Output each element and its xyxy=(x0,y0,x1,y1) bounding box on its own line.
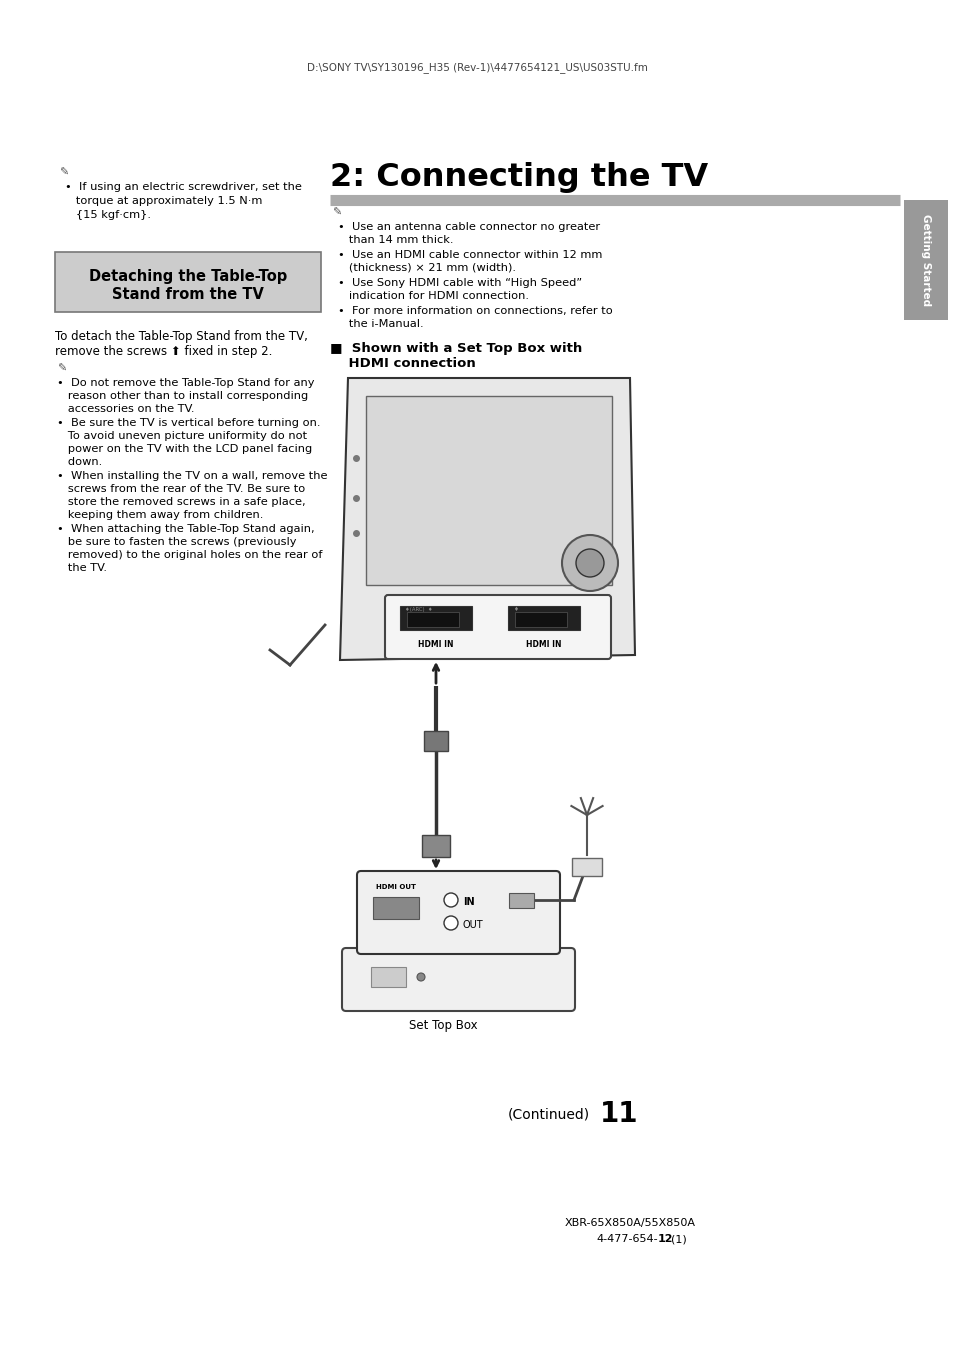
Text: the TV.: the TV. xyxy=(57,563,107,572)
Text: •  If using an electric screwdriver, set the: • If using an electric screwdriver, set … xyxy=(65,182,301,192)
Text: •  When attaching the Table-Top Stand again,: • When attaching the Table-Top Stand aga… xyxy=(57,524,314,535)
Circle shape xyxy=(443,892,457,907)
Text: screws from the rear of the TV. Be sure to: screws from the rear of the TV. Be sure … xyxy=(57,485,305,494)
Text: HDMI OUT: HDMI OUT xyxy=(375,884,416,890)
Text: (Continued): (Continued) xyxy=(507,1108,589,1122)
Circle shape xyxy=(576,549,603,576)
Bar xyxy=(423,730,448,751)
Text: torque at approximately 1.5 N·m: torque at approximately 1.5 N·m xyxy=(65,196,262,207)
FancyBboxPatch shape xyxy=(407,612,458,626)
Text: D:\SONY TV\SY130196_H35 (Rev-1)\4477654121_US\US03STU.fm: D:\SONY TV\SY130196_H35 (Rev-1)\44776541… xyxy=(306,62,647,73)
Text: {15 kgf·cm}.: {15 kgf·cm}. xyxy=(65,211,151,220)
Text: store the removed screws in a safe place,: store the removed screws in a safe place… xyxy=(57,497,305,508)
Text: •  Be sure the TV is vertical before turning on.: • Be sure the TV is vertical before turn… xyxy=(57,418,320,428)
Bar xyxy=(572,859,601,876)
Text: than 14 mm thick.: than 14 mm thick. xyxy=(337,235,453,244)
FancyBboxPatch shape xyxy=(385,595,610,659)
Bar xyxy=(373,896,418,919)
Text: ✎: ✎ xyxy=(57,364,67,374)
Text: HDMI IN: HDMI IN xyxy=(526,640,561,649)
Text: be sure to fasten the screws (previously: be sure to fasten the screws (previously xyxy=(57,537,296,547)
Text: ✎: ✎ xyxy=(59,167,69,178)
Bar xyxy=(507,606,579,630)
Text: ■  Shown with a Set Top Box with: ■ Shown with a Set Top Box with xyxy=(330,342,581,355)
Text: removed) to the original holes on the rear of: removed) to the original holes on the re… xyxy=(57,549,322,560)
Text: ♦: ♦ xyxy=(513,608,517,612)
Circle shape xyxy=(416,973,424,981)
Text: •  Do not remove the Table-Top Stand for any: • Do not remove the Table-Top Stand for … xyxy=(57,378,314,387)
Bar xyxy=(399,606,472,630)
Bar xyxy=(421,836,450,857)
Text: down.: down. xyxy=(57,458,102,467)
Text: Detaching the Table-Top: Detaching the Table-Top xyxy=(89,269,287,284)
Text: •  Use an HDMI cable connector within 12 mm: • Use an HDMI cable connector within 12 … xyxy=(337,250,601,261)
Text: Getting Started: Getting Started xyxy=(920,213,930,306)
Text: •  For more information on connections, refer to: • For more information on connections, r… xyxy=(337,306,612,316)
Text: reason other than to install corresponding: reason other than to install correspondi… xyxy=(57,392,308,401)
Text: 4-477-654-: 4-477-654- xyxy=(596,1234,657,1243)
FancyBboxPatch shape xyxy=(515,612,566,626)
Text: 12: 12 xyxy=(658,1234,673,1243)
Text: To detach the Table-Top Stand from the TV,: To detach the Table-Top Stand from the T… xyxy=(55,329,308,343)
Text: OUT: OUT xyxy=(462,919,483,930)
Text: HDMI connection: HDMI connection xyxy=(330,356,476,370)
FancyBboxPatch shape xyxy=(341,948,575,1011)
Text: indication for HDMI connection.: indication for HDMI connection. xyxy=(337,292,529,301)
Text: keeping them away from children.: keeping them away from children. xyxy=(57,510,263,520)
Text: •  Use Sony HDMI cable with “High Speed”: • Use Sony HDMI cable with “High Speed” xyxy=(337,278,581,288)
Circle shape xyxy=(443,917,457,930)
Text: (1): (1) xyxy=(670,1234,686,1243)
Bar xyxy=(371,967,406,987)
Text: Set Top Box: Set Top Box xyxy=(409,1019,477,1031)
Text: ✎: ✎ xyxy=(332,208,341,217)
Text: (thickness) × 21 mm (width).: (thickness) × 21 mm (width). xyxy=(337,263,516,273)
Text: IN: IN xyxy=(462,896,475,907)
Bar xyxy=(509,892,534,909)
Bar xyxy=(903,200,947,320)
Text: HDMI IN: HDMI IN xyxy=(417,640,454,649)
Text: •  Use an antenna cable connector no greater: • Use an antenna cable connector no grea… xyxy=(337,221,599,232)
Bar xyxy=(366,396,612,585)
Text: XBR-65X850A/55X850A: XBR-65X850A/55X850A xyxy=(564,1218,695,1228)
Text: •  When installing the TV on a wall, remove the: • When installing the TV on a wall, remo… xyxy=(57,471,327,481)
FancyBboxPatch shape xyxy=(356,871,559,954)
Text: 11: 11 xyxy=(599,1100,638,1129)
Text: remove the screws ⬆ fixed in step 2.: remove the screws ⬆ fixed in step 2. xyxy=(55,346,273,358)
Text: Stand from the TV: Stand from the TV xyxy=(112,288,264,302)
Text: the i-Manual.: the i-Manual. xyxy=(337,319,423,329)
Text: accessories on the TV.: accessories on the TV. xyxy=(57,404,194,414)
Text: To avoid uneven picture uniformity do not: To avoid uneven picture uniformity do no… xyxy=(57,431,307,441)
Text: power on the TV with the LCD panel facing: power on the TV with the LCD panel facin… xyxy=(57,444,312,454)
Bar xyxy=(55,252,320,312)
Polygon shape xyxy=(339,378,635,660)
Text: ♦(ARC)  ♦: ♦(ARC) ♦ xyxy=(405,608,432,612)
Circle shape xyxy=(561,535,618,591)
Text: 2: Connecting the TV: 2: Connecting the TV xyxy=(330,162,707,193)
